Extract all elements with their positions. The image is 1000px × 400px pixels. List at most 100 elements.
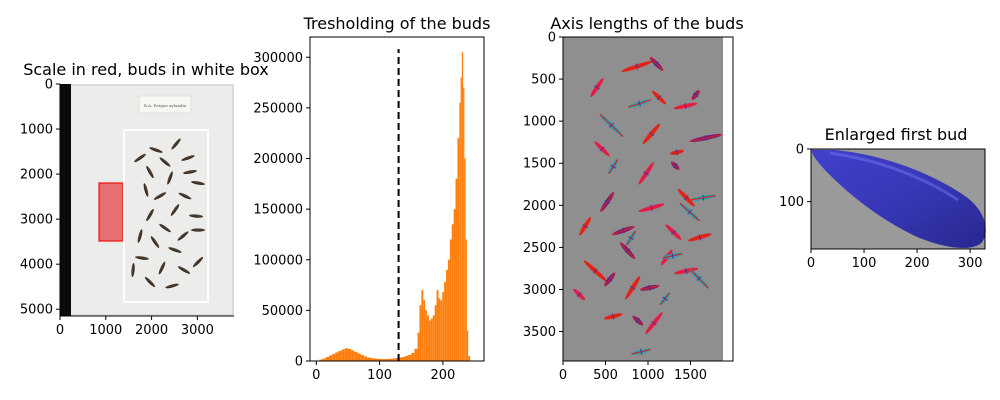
bud-thumbnail: [159, 157, 171, 167]
panel2-title: Tresholding of the buds: [303, 14, 491, 33]
histogram-bar: [357, 353, 361, 361]
paper-label-card: [138, 95, 192, 114]
bud-with-axes: [611, 225, 635, 236]
bud-with-axes: [649, 56, 664, 72]
bud-thumbnail: [191, 228, 205, 232]
bud-thumbnail: [137, 229, 143, 243]
y-tick-label: 100000: [253, 253, 303, 268]
histogram-bar: [421, 290, 424, 361]
bud-minor-axis: [692, 92, 699, 98]
panel1-image: R.A. Porgue xylandia: [60, 84, 234, 316]
bud-with-axes: [645, 312, 663, 335]
bud-thumbnail: [171, 138, 181, 150]
bud-with-axes: [631, 348, 652, 356]
histogram-bar: [401, 356, 405, 361]
histogram-bar: [392, 358, 396, 361]
panel4-axes: 0 100 200 300 0 100: [779, 143, 985, 271]
y-tick-label: 0: [295, 355, 303, 370]
bud-with-axes: [619, 242, 636, 260]
enlarged-bud-highlight: [829, 151, 959, 202]
bud-minor-axis: [672, 163, 678, 169]
y-tick-label: 3000: [20, 213, 53, 228]
bud-thumbnail: [170, 204, 180, 216]
histogram-bar: [423, 300, 426, 361]
y-tick-label: 100: [779, 195, 804, 210]
x-tick-label: 500: [593, 368, 618, 383]
bud-with-axes: [665, 224, 682, 241]
bud-thumbnail: [153, 192, 167, 200]
histogram-bar: [335, 352, 339, 361]
bud-minor-axis: [635, 63, 639, 70]
bud-minor-axis: [621, 227, 625, 234]
bud-minor-axis: [599, 146, 605, 152]
panel4-title: Enlarged first bud: [825, 125, 968, 144]
bud-minor-axis: [702, 194, 705, 201]
y-tick-label: 5000: [20, 303, 53, 318]
bud-thumbnail: [177, 231, 189, 241]
bud-with-axes: [640, 284, 660, 291]
bud-thumbnail: [167, 171, 173, 185]
histogram-bar: [464, 158, 466, 361]
bud-with-axes: [659, 292, 671, 306]
bud-with-axes: [674, 267, 699, 275]
histogram-bar: [411, 352, 415, 361]
bud-with-axes: [679, 202, 700, 222]
histogram-bar: [427, 315, 429, 361]
bud-thumbnail: [143, 183, 149, 197]
bud-thumbnail: [189, 214, 203, 218]
bud-with-axes: [621, 60, 653, 73]
panel3-buds: [573, 56, 723, 356]
histogram-bar: [325, 356, 329, 361]
histogram-bar: [322, 358, 326, 361]
histogram-bar: [419, 305, 422, 361]
y-tick-label: 200000: [253, 152, 303, 167]
bud-minor-axis: [582, 224, 588, 229]
histogram-bar: [451, 224, 454, 361]
panel-axis-lengths: Axis lengths of the buds 0 500 1000 1500 0 50…: [523, 14, 744, 383]
bud-thumbnail: [158, 261, 166, 275]
bud-with-axes: [604, 272, 616, 287]
y-tick-label: 2000: [20, 168, 53, 183]
bud-with-axes: [638, 162, 655, 185]
bud-with-axes: [583, 260, 608, 282]
bud-minor-axis: [696, 276, 702, 281]
histogram-bar: [351, 350, 355, 361]
histogram-bar: [382, 358, 386, 361]
histogram-bar: [442, 292, 445, 361]
bud-with-axes: [590, 77, 604, 97]
histogram-bar: [341, 349, 345, 361]
y-tick-label: 50000: [262, 304, 303, 319]
bud-minor-axis: [576, 292, 582, 298]
bud-minor-axis: [685, 267, 688, 274]
histogram-bar: [338, 350, 342, 361]
histogram-bar: [434, 305, 437, 361]
x-tick-label: 200: [430, 368, 455, 383]
panel3-title: Axis lengths of the buds: [550, 14, 743, 33]
panel1-buds: [131, 138, 205, 289]
histogram-bar: [461, 52, 464, 361]
bud-with-axes: [691, 90, 700, 101]
bud-minor-axis: [594, 85, 600, 90]
bud-thumbnail: [159, 223, 171, 233]
bud-minor-axis: [683, 195, 689, 201]
x-tick-label: 100: [367, 368, 392, 383]
paper-sheet: [71, 86, 232, 314]
red-scale-box: [98, 182, 124, 242]
bud-minor-axis: [639, 348, 643, 355]
x-tick-label: 1500: [674, 368, 707, 383]
bud-thumbnail: [192, 256, 204, 268]
bud-minor-axis: [625, 248, 631, 254]
histogram-bar: [446, 269, 448, 361]
paper-label-text: R.A. Porgue xylandia: [144, 103, 187, 108]
bud-with-axes: [688, 233, 712, 242]
bud-with-axes: [689, 133, 723, 143]
panel1-axes: 0 1000 2000 3000 0 1000 2000 3000 4000 5000: [20, 78, 234, 338]
bud-minor-axis: [675, 149, 679, 156]
histogram-bar: [468, 355, 471, 361]
y-tick-label: 1500: [523, 157, 556, 172]
bud-with-axes: [627, 99, 652, 108]
histogram-bar: [379, 358, 383, 361]
white-box: [123, 129, 209, 303]
histogram-bar: [459, 102, 461, 361]
bud-with-axes: [689, 268, 709, 289]
